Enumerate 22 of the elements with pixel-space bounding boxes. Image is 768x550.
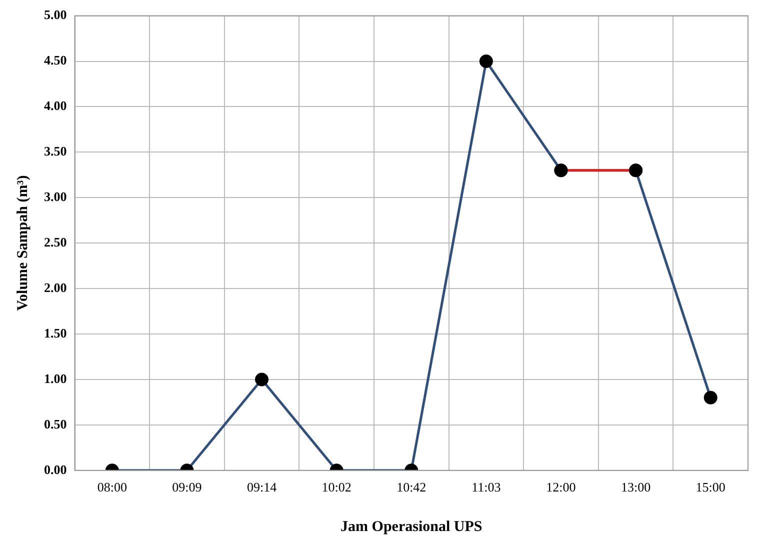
y-axis-title: Volume Sampah (m³) (14, 175, 31, 311)
x-tick-label: 08:00 (97, 480, 127, 495)
y-tick-label: 1.50 (44, 325, 67, 340)
y-tick-label: 2.00 (44, 280, 67, 295)
y-tick-label: 1.00 (44, 370, 67, 386)
x-axis-title: Jam Operasional UPS (340, 518, 482, 535)
y-tick-label: 3.50 (44, 144, 67, 159)
y-tick-label: 5.00 (44, 7, 67, 22)
y-tick-label: 0.50 (44, 416, 67, 432)
y-tick-label: 0.00 (44, 462, 67, 477)
y-tick-label: 2.50 (44, 234, 67, 250)
x-tick-label: 13:00 (620, 480, 651, 495)
x-tick-label: 11:03 (472, 480, 501, 495)
y-tick-label: 4.50 (44, 52, 67, 68)
y-tick-label: 4.00 (44, 98, 67, 114)
x-tick-label: 10:02 (322, 480, 352, 495)
x-tick-label: 09:14 (246, 480, 278, 495)
x-tick-label: 09:09 (172, 480, 202, 495)
x-tick-label: 10:42 (396, 480, 426, 495)
x-tick-label: 12:00 (546, 480, 576, 495)
x-tick-label: 15:00 (696, 480, 726, 495)
y-tick-label: 3.00 (44, 189, 67, 204)
